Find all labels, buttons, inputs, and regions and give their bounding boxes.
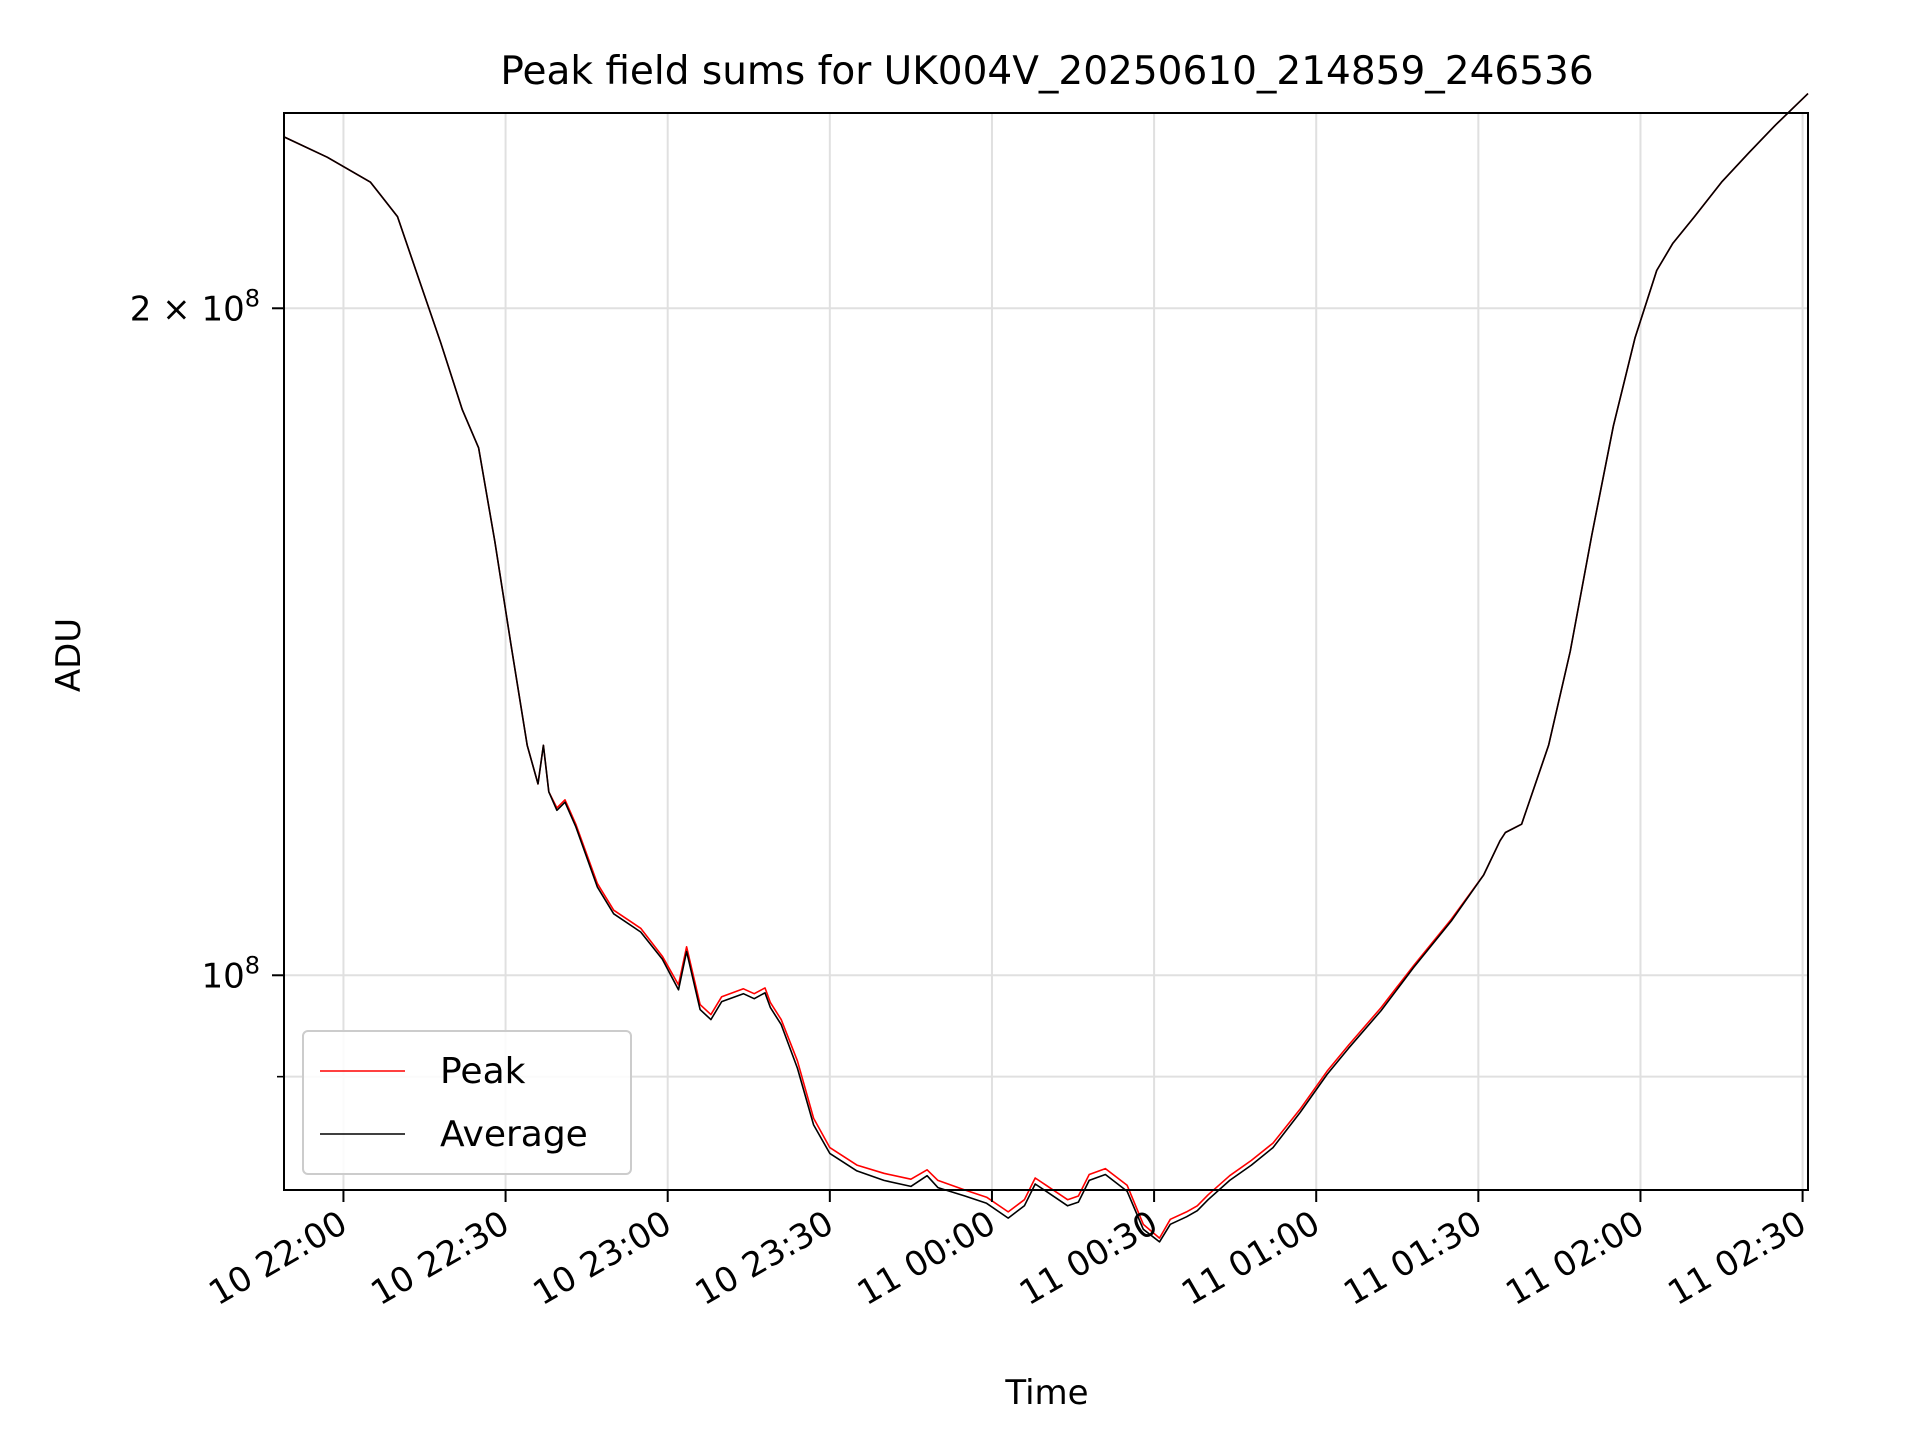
x-tick-label: 10 22:00 bbox=[202, 1203, 354, 1314]
x-tick-label: 10 23:00 bbox=[527, 1203, 679, 1314]
x-tick-label: 11 01:00 bbox=[1175, 1203, 1327, 1314]
legend-box bbox=[302, 1030, 632, 1175]
x-tick-label: 10 23:30 bbox=[689, 1203, 841, 1314]
legend-label: Peak bbox=[440, 1051, 526, 1092]
x-tick-label: 11 02:00 bbox=[1499, 1203, 1651, 1314]
x-axis-label: Time bbox=[1004, 1373, 1088, 1413]
legend: Peak Average bbox=[302, 1030, 632, 1175]
plot-frame bbox=[283, 112, 1809, 1191]
x-tick-label: 10 22:30 bbox=[364, 1203, 516, 1314]
y-axis-label: ADU bbox=[49, 618, 89, 692]
chart-title: Peak field sums for UK004V_20250610_2148… bbox=[500, 49, 1593, 94]
x-tick-label: 11 02:30 bbox=[1661, 1203, 1813, 1314]
series-lines bbox=[283, 93, 1809, 1243]
legend-label: Average bbox=[440, 1114, 588, 1155]
x-tick-label: 11 00:30 bbox=[1013, 1203, 1165, 1314]
x-tick-label: 11 01:30 bbox=[1337, 1203, 1489, 1314]
grid bbox=[284, 113, 1808, 1190]
series-line-average bbox=[283, 93, 1809, 1243]
y-tick-label: 2 × 108 bbox=[130, 284, 260, 329]
x-tick-label: 11 00:00 bbox=[851, 1203, 1003, 1314]
y-tick-label: 108 bbox=[201, 951, 260, 996]
